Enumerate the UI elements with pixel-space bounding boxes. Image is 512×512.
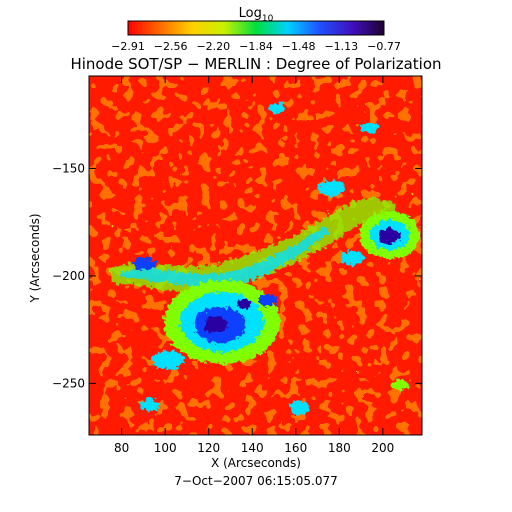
x-tick-label: 80 — [114, 441, 129, 455]
y-axis-label: Y (Arcseconds) — [28, 213, 42, 303]
active-region-lower-left-core — [204, 317, 228, 333]
x-tick-label: 140 — [241, 441, 264, 455]
network-band-core — [120, 225, 330, 287]
x-tick-label: 200 — [371, 441, 394, 455]
y-tick-label: −200 — [52, 269, 85, 283]
colorbar-tick-label: −1.84 — [239, 40, 273, 53]
patch — [290, 401, 310, 415]
patch — [270, 103, 286, 113]
colorbar-ticks: −2.91 −2.56 −2.20 −1.84 −1.48 −1.13 −0.77 — [111, 40, 401, 53]
x-tick-label: 160 — [284, 441, 307, 455]
patch — [391, 379, 409, 391]
colorbar-title-sub: 10 — [262, 14, 274, 24]
patch — [152, 351, 184, 369]
x-tick-label: 100 — [154, 441, 177, 455]
colorbar-tick-label: −1.13 — [324, 40, 358, 53]
x-axis-ticks: 80 100 120 140 160 180 200 — [114, 76, 394, 455]
colorbar-tick-label: −2.56 — [154, 40, 188, 53]
x-tick-label: 180 — [328, 441, 351, 455]
x-tick-label: 120 — [197, 441, 220, 455]
timestamp: 7−Oct−2007 06:15:05.077 — [174, 474, 337, 488]
colorbar-tick-label: −2.20 — [196, 40, 230, 53]
colorbar-tick-label: −1.48 — [282, 40, 316, 53]
patch — [361, 123, 379, 133]
colorbar-title: Log10 — [239, 6, 274, 24]
x-axis-label: X (Arcseconds) — [211, 456, 301, 470]
active-region-lower-left-knot — [237, 299, 251, 309]
y-tick-label: −250 — [52, 376, 85, 390]
polarization-map — [89, 76, 422, 435]
patch — [139, 399, 161, 411]
colorbar-tick-label: −2.91 — [111, 40, 145, 53]
network-band — [110, 198, 398, 293]
colorbar: Log10 −2.91 −2.56 −2.20 −1.84 −1.48 −1.13 −0.7… — [111, 6, 401, 53]
patch — [318, 180, 346, 196]
y-tick-label: −150 — [52, 161, 85, 175]
patch — [133, 258, 157, 270]
map-active-regions — [110, 103, 420, 415]
y-axis-ticks: −150 −200 −250 — [52, 161, 422, 390]
colorbar-gradient — [127, 20, 385, 36]
colorbar-title-main: Log — [239, 6, 262, 21]
patch — [259, 294, 277, 306]
active-region-upper-right-core — [378, 228, 400, 244]
figure-title: Hinode SOT/SP − MERLIN : Degree of Polar… — [70, 55, 441, 73]
colorbar-tick-label: −0.77 — [367, 40, 401, 53]
patch — [340, 251, 364, 265]
plot-frame — [88, 75, 423, 436]
